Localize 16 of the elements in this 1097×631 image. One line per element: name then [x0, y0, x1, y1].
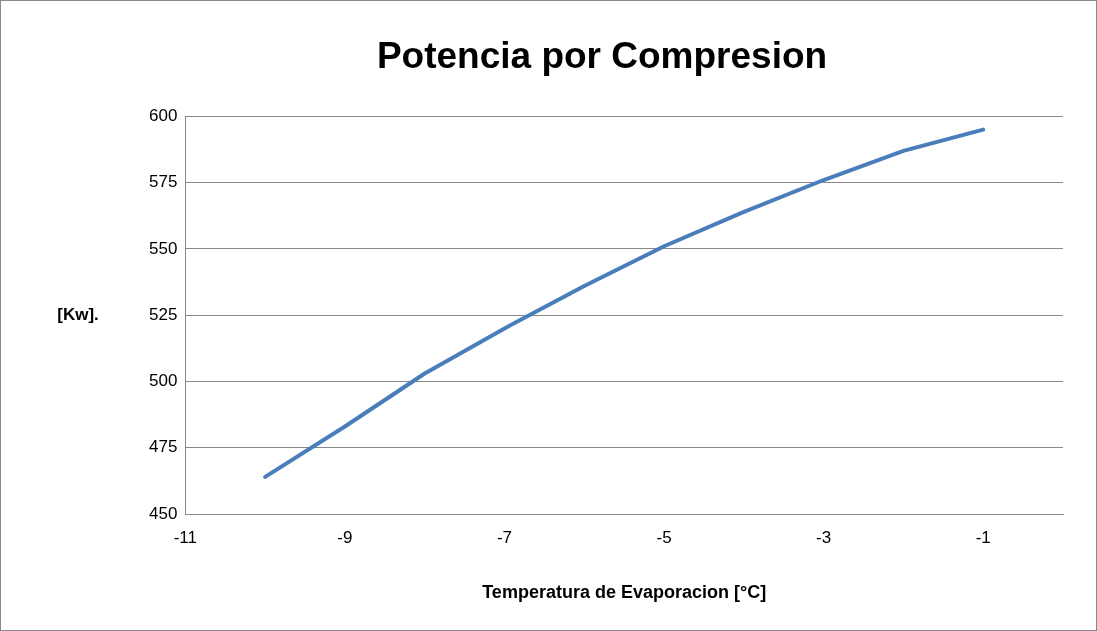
y-tick-label: 450	[148, 503, 178, 523]
y-tick-label: 500	[148, 371, 178, 391]
x-tick-label: -3	[816, 527, 832, 547]
y-tick-label: 525	[148, 304, 178, 324]
y-axis-title: [Kw].	[57, 304, 99, 324]
x-tick-label: -1	[975, 527, 991, 547]
x-tick-label: -11	[173, 527, 198, 547]
x-tick-label: -9	[337, 527, 353, 547]
y-tick-label: 550	[148, 238, 178, 258]
x-tick-label: -5	[656, 527, 672, 547]
chart-title: Potencia por Compresion	[376, 35, 828, 77]
x-tick-label: -7	[496, 527, 513, 547]
y-tick-label: 475	[148, 437, 178, 457]
y-tick-label: 575	[148, 172, 178, 192]
y-tick-label: 600	[148, 106, 178, 126]
x-axis-title: Temperatura de Evaporacion [°C]	[482, 582, 767, 603]
